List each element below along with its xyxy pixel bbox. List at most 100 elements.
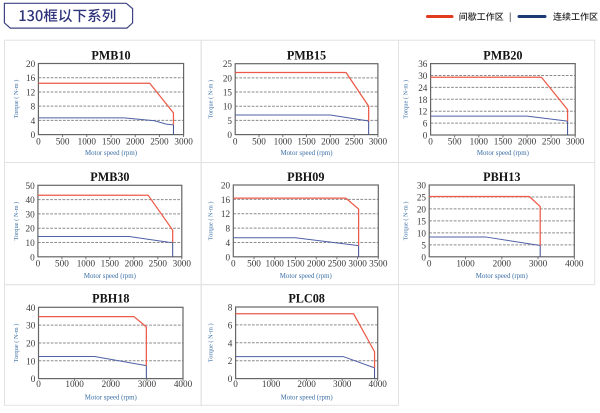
svg-text:2000: 2000 <box>102 379 121 389</box>
svg-text:PBH18: PBH18 <box>92 291 129 305</box>
svg-text:5: 5 <box>421 240 426 250</box>
svg-text:2: 2 <box>228 356 233 366</box>
svg-text:Torque ( N-m ): Torque ( N-m ) <box>13 202 20 241</box>
svg-text:Motor speed (rpm): Motor speed (rpm) <box>85 394 137 401</box>
svg-text:4000: 4000 <box>369 379 388 389</box>
svg-text:50: 50 <box>26 181 36 191</box>
svg-text:Motor speed (rpm): Motor speed (rpm) <box>281 394 333 401</box>
svg-text:1000: 1000 <box>262 379 281 389</box>
svg-text:0: 0 <box>233 379 238 389</box>
svg-text:Torque ( N-m ): Torque ( N-m ) <box>208 80 215 119</box>
svg-text:4: 4 <box>31 116 36 126</box>
svg-text:Torque ( N-m ): Torque ( N-m ) <box>208 323 215 362</box>
svg-text:Motor speed (rpm): Motor speed (rpm) <box>476 273 528 280</box>
svg-text:2500: 2500 <box>345 136 364 146</box>
svg-text:2500: 2500 <box>149 259 168 269</box>
svg-text:0: 0 <box>428 136 433 146</box>
svg-text:PMB10: PMB10 <box>91 49 130 63</box>
svg-text:Torque ( N-m ): Torque ( N-m ) <box>13 324 20 363</box>
svg-text:30: 30 <box>26 321 36 331</box>
svg-text:Motor speed (rpm): Motor speed (rpm) <box>280 273 332 280</box>
svg-text:30: 30 <box>26 209 36 219</box>
svg-text:15: 15 <box>223 88 233 98</box>
svg-text:3000: 3000 <box>174 136 193 146</box>
svg-text:Motor speed (rpm): Motor speed (rpm) <box>84 273 136 280</box>
svg-text:500: 500 <box>55 259 69 269</box>
svg-text:5: 5 <box>227 116 232 126</box>
svg-text:0: 0 <box>36 379 41 389</box>
svg-text:3000: 3000 <box>529 259 548 269</box>
svg-text:2500: 2500 <box>542 136 561 146</box>
svg-text:Torque ( N-m ): Torque ( N-m ) <box>403 202 410 241</box>
svg-text:20: 20 <box>26 59 36 69</box>
svg-text:0: 0 <box>227 130 232 140</box>
svg-text:Motor speed (rpm): Motor speed (rpm) <box>280 150 332 157</box>
svg-text:0: 0 <box>226 252 231 262</box>
svg-text:16: 16 <box>221 195 231 205</box>
svg-text:1500: 1500 <box>494 136 513 146</box>
svg-text:3000: 3000 <box>138 379 157 389</box>
svg-text:0: 0 <box>36 259 41 269</box>
svg-text:0: 0 <box>30 252 35 262</box>
svg-text:24: 24 <box>418 83 428 93</box>
svg-text:20: 20 <box>223 73 233 83</box>
svg-text:3000: 3000 <box>566 136 585 146</box>
svg-text:20: 20 <box>26 338 36 348</box>
svg-text:Motor speed (rpm): Motor speed (rpm) <box>477 150 529 157</box>
svg-text:3000: 3000 <box>348 259 367 269</box>
svg-text:1000: 1000 <box>266 259 285 269</box>
svg-text:0: 0 <box>31 130 36 140</box>
svg-text:PBH13: PBH13 <box>483 170 520 184</box>
svg-text:1500: 1500 <box>286 259 305 269</box>
svg-text:18: 18 <box>418 95 428 105</box>
svg-text:4000: 4000 <box>565 259 584 269</box>
svg-text:0: 0 <box>228 374 233 384</box>
svg-text:Torque ( N-m ): Torque ( N-m ) <box>13 80 20 119</box>
svg-text:1000: 1000 <box>77 259 96 269</box>
svg-text:4: 4 <box>226 238 231 248</box>
svg-text:0: 0 <box>421 252 426 262</box>
svg-text:10: 10 <box>417 228 427 238</box>
svg-text:0: 0 <box>233 136 238 146</box>
svg-text:500: 500 <box>56 136 70 146</box>
svg-text:Torque ( N-m ): Torque ( N-m ) <box>403 80 410 119</box>
svg-text:2000: 2000 <box>126 136 145 146</box>
svg-text:PMB15: PMB15 <box>287 49 326 63</box>
svg-text:Torque ( N-m ): Torque ( N-m ) <box>208 202 215 241</box>
svg-text:|: | <box>509 11 512 23</box>
svg-text:1000: 1000 <box>274 136 293 146</box>
svg-text:6: 6 <box>228 320 233 330</box>
svg-text:36: 36 <box>418 59 428 69</box>
svg-text:1000: 1000 <box>456 259 475 269</box>
svg-text:500: 500 <box>247 259 261 269</box>
svg-text:2000: 2000 <box>297 379 316 389</box>
svg-text:20: 20 <box>26 224 36 234</box>
svg-text:2000: 2000 <box>493 259 512 269</box>
svg-text:1000: 1000 <box>470 136 489 146</box>
svg-text:2000: 2000 <box>518 136 537 146</box>
svg-text:12: 12 <box>418 107 428 117</box>
svg-text:PMB20: PMB20 <box>483 49 522 63</box>
svg-text:3000: 3000 <box>173 259 192 269</box>
svg-text:4: 4 <box>228 338 233 348</box>
svg-text:6: 6 <box>423 119 428 129</box>
svg-text:25: 25 <box>223 59 233 69</box>
svg-text:PMB30: PMB30 <box>90 170 129 184</box>
svg-text:4000: 4000 <box>174 379 193 389</box>
svg-text:Motor speed (rpm): Motor speed (rpm) <box>85 150 137 157</box>
svg-text:2000: 2000 <box>321 136 340 146</box>
svg-text:2500: 2500 <box>328 259 347 269</box>
svg-text:1500: 1500 <box>297 136 316 146</box>
svg-text:0: 0 <box>427 259 432 269</box>
svg-text:0: 0 <box>31 374 36 384</box>
svg-text:0: 0 <box>231 259 236 269</box>
svg-text:30: 30 <box>418 71 428 81</box>
svg-text:3000: 3000 <box>333 379 352 389</box>
svg-text:40: 40 <box>26 195 36 205</box>
svg-text:10: 10 <box>26 356 36 366</box>
svg-text:15: 15 <box>417 216 427 226</box>
svg-text:500: 500 <box>448 136 462 146</box>
svg-text:10: 10 <box>223 102 233 112</box>
svg-text:8: 8 <box>226 224 231 234</box>
svg-text:12: 12 <box>26 87 36 97</box>
